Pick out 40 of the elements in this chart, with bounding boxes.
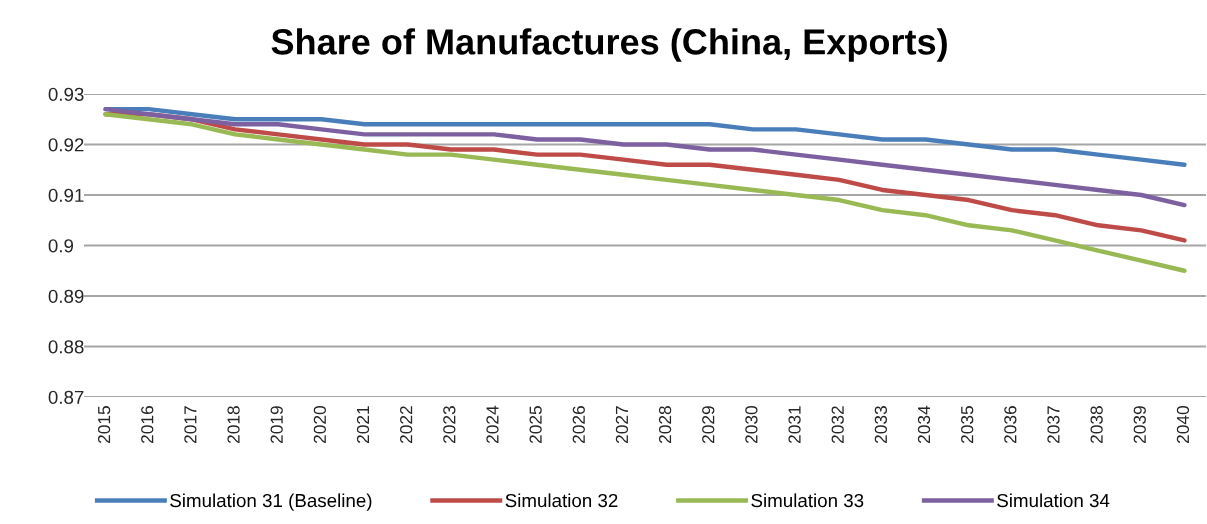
y-tick-label: 0.91 bbox=[48, 188, 84, 202]
legend-label: Simulation 31 (Baseline) bbox=[170, 493, 372, 511]
x-tick-label: 2023 bbox=[443, 406, 456, 444]
x-tick-label: 2022 bbox=[400, 406, 413, 444]
x-tick-label: 2033 bbox=[874, 406, 888, 444]
x-tick-label: 2017 bbox=[184, 406, 197, 444]
y-tick-label: 0.87 bbox=[48, 390, 84, 404]
y-tick-label: 0.88 bbox=[48, 340, 84, 354]
x-tick-label: 2016 bbox=[141, 406, 154, 444]
x-tick-label: 2028 bbox=[658, 406, 672, 444]
y-tick-label: 0.92 bbox=[48, 138, 84, 152]
x-tick-label: 2039 bbox=[1133, 406, 1146, 444]
chart-title: Share of Manufactures (China, Exports) bbox=[271, 28, 947, 62]
x-tick-label: 2020 bbox=[313, 406, 327, 444]
y-tick-label: 0.93 bbox=[48, 87, 84, 101]
y-tick-label: 0.89 bbox=[48, 289, 84, 303]
x-tick-label: 2015 bbox=[97, 406, 111, 444]
x-tick-label: 2038 bbox=[1090, 406, 1103, 444]
x-tick-label: 2034 bbox=[917, 405, 931, 444]
x-tick-label: 2029 bbox=[702, 406, 715, 444]
x-tick-label: 2031 bbox=[788, 406, 801, 444]
x-tick-label: 2021 bbox=[356, 406, 370, 444]
x-tick-label: 2040 bbox=[1176, 406, 1190, 444]
x-tick-label: 2035 bbox=[961, 406, 974, 444]
x-tick-label: 2030 bbox=[745, 406, 758, 444]
legend-label: Simulation 33 bbox=[751, 493, 864, 508]
x-tick-label: 2018 bbox=[227, 406, 240, 444]
x-tick-label: 2027 bbox=[615, 406, 629, 444]
x-tick-label: 2019 bbox=[270, 406, 283, 444]
x-tick-label: 2036 bbox=[1004, 406, 1017, 444]
line-series bbox=[103, 111, 1187, 273]
x-tick-label: 2025 bbox=[529, 406, 542, 444]
legend-label: Simulation 34 bbox=[997, 493, 1110, 508]
line-series bbox=[103, 106, 1187, 208]
x-tick-label: 2032 bbox=[831, 406, 844, 444]
x-tick-label: 2024 bbox=[486, 405, 499, 444]
x-tick-label: 2026 bbox=[572, 406, 585, 444]
y-tick-label: 0.9 bbox=[48, 239, 74, 253]
legend-label: Simulation 32 bbox=[505, 493, 618, 508]
x-tick-label: 2037 bbox=[1047, 406, 1060, 444]
